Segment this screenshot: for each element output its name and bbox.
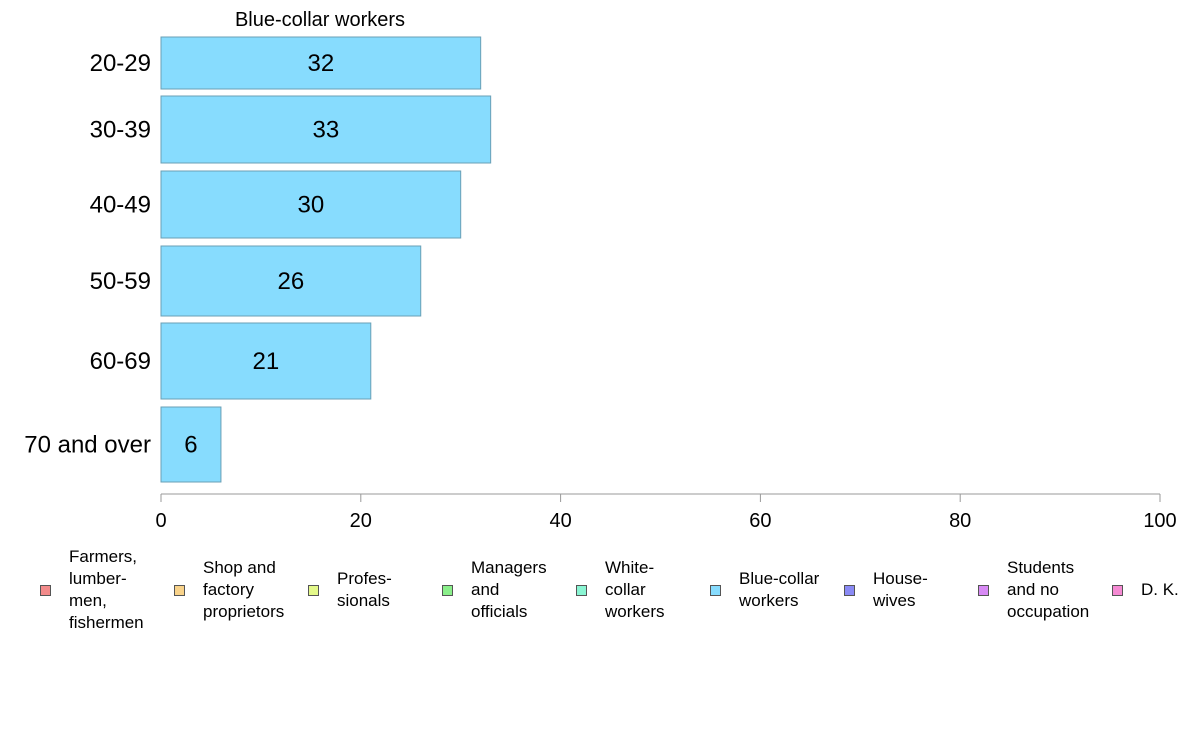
category-label: 70 and over: [24, 432, 151, 459]
x-axis: 0 20 40 60 80 100: [155, 493, 1177, 532]
category-label: 20-29: [90, 50, 151, 77]
data-label: 32: [307, 50, 334, 77]
legend-swatch: [978, 584, 989, 596]
category-label: 30-39: [90, 117, 151, 144]
x-tick-label: 0: [155, 510, 166, 532]
legend-item-managers-and-officials: Managers and officials: [442, 540, 547, 640]
legend-label: Farmers, lumber- men, fishermen: [69, 547, 144, 632]
bar: [160, 95, 492, 164]
legend-label: Managers and officials: [471, 558, 547, 621]
data-label: 30: [297, 192, 324, 219]
legend-item-blue-collar-workers: Blue-collar workers: [710, 540, 819, 640]
legend-swatch: [710, 584, 721, 596]
legend-item-white-collar-workers: White- collar workers: [576, 540, 665, 640]
data-label: 21: [253, 348, 280, 375]
legend-item-professionals: Profes- sionals: [308, 540, 392, 640]
category-label: 50-59: [90, 268, 151, 295]
bar: [160, 170, 462, 239]
data-label: 6: [184, 432, 197, 459]
legend-item-shop-and-factory-proprietors: Shop and factory proprietors: [174, 540, 284, 640]
legend-swatch: [1112, 584, 1123, 596]
legend-item-dont-know: D. K.: [1112, 540, 1179, 640]
bars-layer: 20-29 32 30-39 33 40-49 30 50-59 26 60-69 21 70 an…: [24, 36, 492, 483]
legend-label: House- wives: [873, 569, 928, 610]
x-tick-label: 60: [749, 510, 771, 532]
chart-title: Blue-collar workers: [235, 9, 405, 31]
legend-swatch: [308, 584, 319, 596]
legend-swatch: [40, 584, 51, 596]
legend-label: Blue-collar workers: [739, 569, 820, 610]
legend-swatch: [174, 584, 185, 596]
data-label: 33: [312, 117, 339, 144]
x-tick-label: 100: [1143, 510, 1176, 532]
bar: [160, 406, 222, 483]
legend-label: D. K.: [1141, 580, 1179, 599]
legend-item-farmers: Farmers, lumber- men, fishermen: [40, 540, 144, 640]
legend-swatch: [442, 584, 453, 596]
category-label: 60-69: [90, 348, 151, 375]
legend: Farmers, lumber- men, fishermen Shop and…: [0, 540, 1188, 640]
legend-label: Students and no occupation: [1007, 558, 1090, 621]
category-label: 40-49: [90, 192, 151, 219]
legend-swatch: [576, 584, 587, 596]
data-label: 26: [278, 268, 305, 295]
legend-label: Shop and factory proprietors: [203, 558, 285, 621]
bar: [160, 322, 372, 400]
legend-label: Profes- sionals: [337, 569, 392, 610]
bar-chart: Blue-collar workers 20-29 32 30-39 33 40-49 3…: [24, 9, 1177, 532]
legend-label: White- collar workers: [605, 558, 665, 621]
bar: [160, 245, 422, 317]
x-tick-label: 40: [549, 510, 571, 532]
legend-item-students-and-no-occupation: Students and no occupation: [978, 540, 1089, 640]
x-tick-label: 80: [949, 510, 971, 532]
legend-item-housewives: House- wives: [844, 540, 928, 640]
legend-swatch: [844, 584, 855, 596]
x-tick-label: 20: [350, 510, 372, 532]
bar: [160, 36, 482, 90]
